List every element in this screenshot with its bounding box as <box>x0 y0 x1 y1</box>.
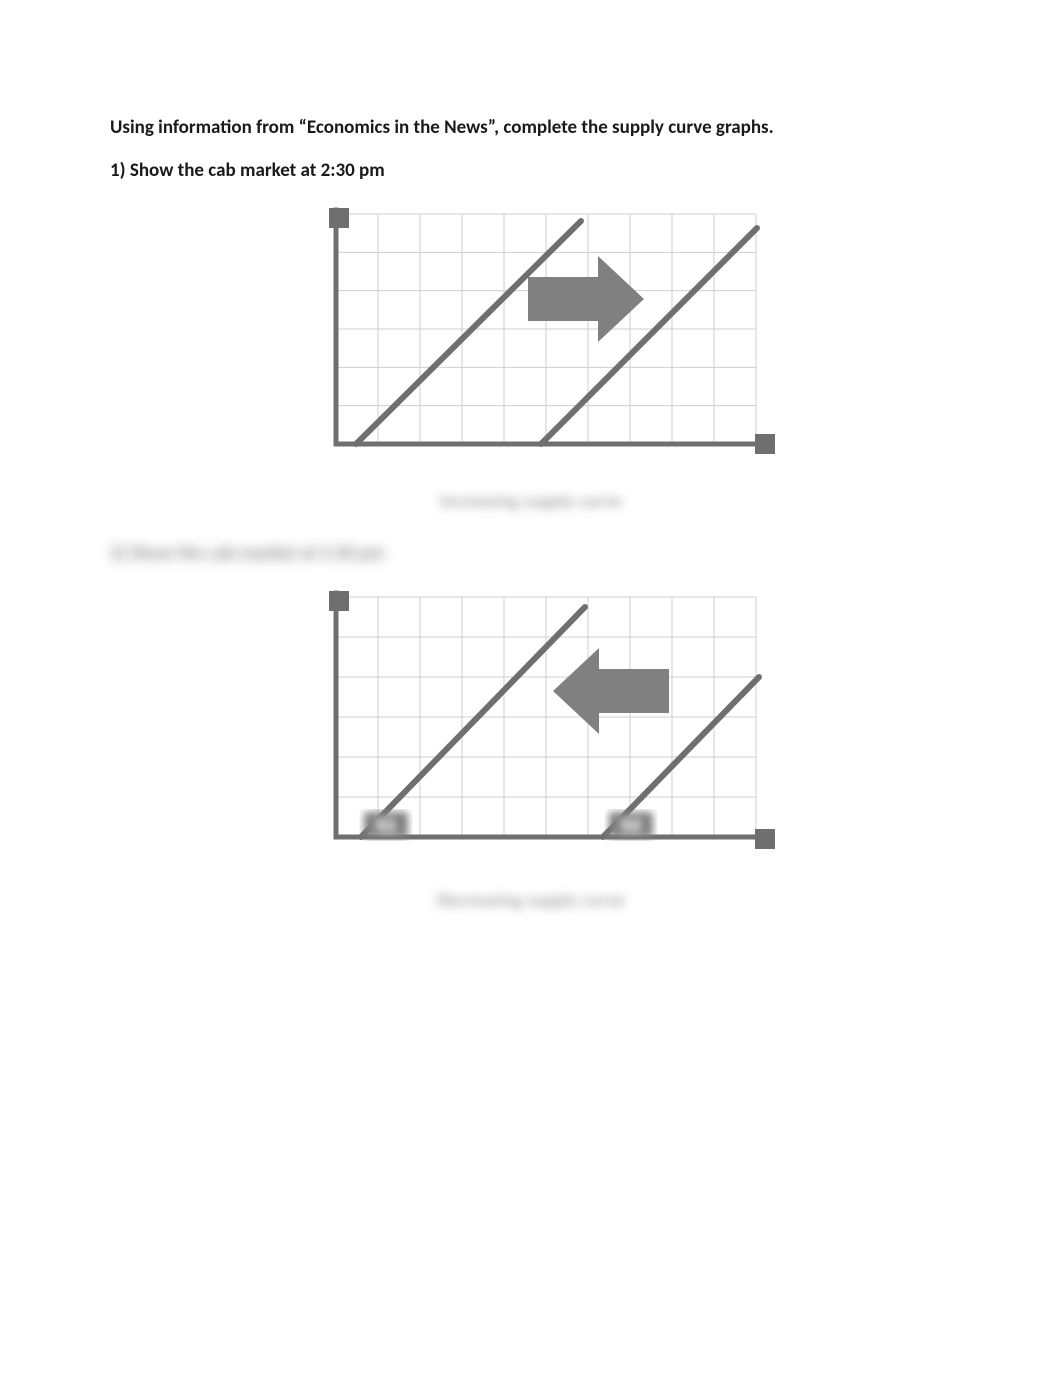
chart-2: S1 S2 <box>281 579 781 875</box>
question-2-label: 2) Show the cab market at 5:30 pm <box>110 542 952 565</box>
chart-2-wrap: S1 S2 Decreasing supply curve <box>110 579 952 911</box>
intro-text: Using information from “Economics in the… <box>110 115 952 141</box>
chart-1-wrap: Increasing supply curve <box>110 196 952 512</box>
svg-text:S2: S2 <box>621 817 641 834</box>
chart-2-caption: Decreasing supply curve <box>437 889 625 911</box>
question-1-label: 1) Show the cab market at 2:30 pm <box>110 159 952 182</box>
chart-1-caption: Increasing supply curve <box>440 490 622 512</box>
svg-text:S1: S1 <box>376 817 396 834</box>
chart-1 <box>281 196 781 476</box>
page: Using information from “Economics in the… <box>0 0 1062 1377</box>
